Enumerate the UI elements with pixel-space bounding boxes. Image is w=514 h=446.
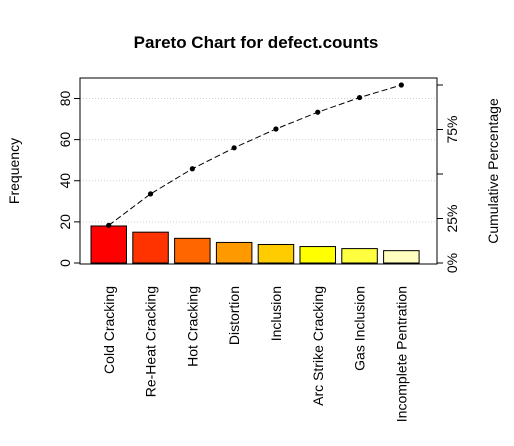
cumulative-line-path xyxy=(108,84,402,226)
cumulative-point xyxy=(398,82,404,88)
y-tick-label: 0 xyxy=(57,259,73,267)
y-right-tick-label: 75% xyxy=(444,115,460,143)
category-label: Incomplete Pentration xyxy=(393,286,409,422)
bar xyxy=(257,243,295,264)
category-axis: Cold Cracking Re-Heat Cracking Hot Crackin… xyxy=(101,286,410,422)
category-label: Cold Cracking xyxy=(101,286,117,374)
bar xyxy=(132,231,169,264)
y-tick-label: 80 xyxy=(57,91,73,107)
category-label: Inclusion xyxy=(268,286,284,341)
chart-title: Pareto Chart for defect.counts xyxy=(134,33,379,52)
bars xyxy=(90,225,420,264)
cumulative-point xyxy=(106,222,112,228)
cumulative-point xyxy=(231,145,237,151)
cumulative-point xyxy=(273,126,279,132)
category-label: Hot Cracking xyxy=(184,286,200,367)
bar xyxy=(90,225,127,264)
bar xyxy=(299,246,336,264)
right-axis: 0% 25% 75% xyxy=(436,84,460,273)
category-label: Distortion xyxy=(226,286,242,345)
y-axis-right-label: Cumulative Percentage xyxy=(485,98,501,244)
cumulative-point xyxy=(189,166,195,172)
bar xyxy=(174,237,211,264)
y-tick-label: 40 xyxy=(57,173,73,189)
cumulative-point xyxy=(147,191,154,197)
cumulative-point xyxy=(356,94,363,101)
bar xyxy=(383,250,420,264)
category-label: Re-Heat Cracking xyxy=(143,286,159,397)
category-label: Arc Strike Cracking xyxy=(310,286,326,406)
cumulative-point xyxy=(315,109,321,115)
bar xyxy=(215,241,253,264)
cumulative-line xyxy=(106,82,404,228)
y-tick-label: 20 xyxy=(57,214,73,230)
y-axis-label: Frequency xyxy=(6,138,22,204)
y-right-tick-label: 0% xyxy=(444,253,460,273)
left-axis: 0 20 40 60 80 xyxy=(57,91,81,267)
bar xyxy=(341,248,378,264)
grid-lines xyxy=(80,98,437,223)
y-tick-label: 60 xyxy=(57,132,73,148)
y-right-tick-label: 25% xyxy=(444,204,460,232)
category-label: Gas Inclusion xyxy=(352,286,368,371)
